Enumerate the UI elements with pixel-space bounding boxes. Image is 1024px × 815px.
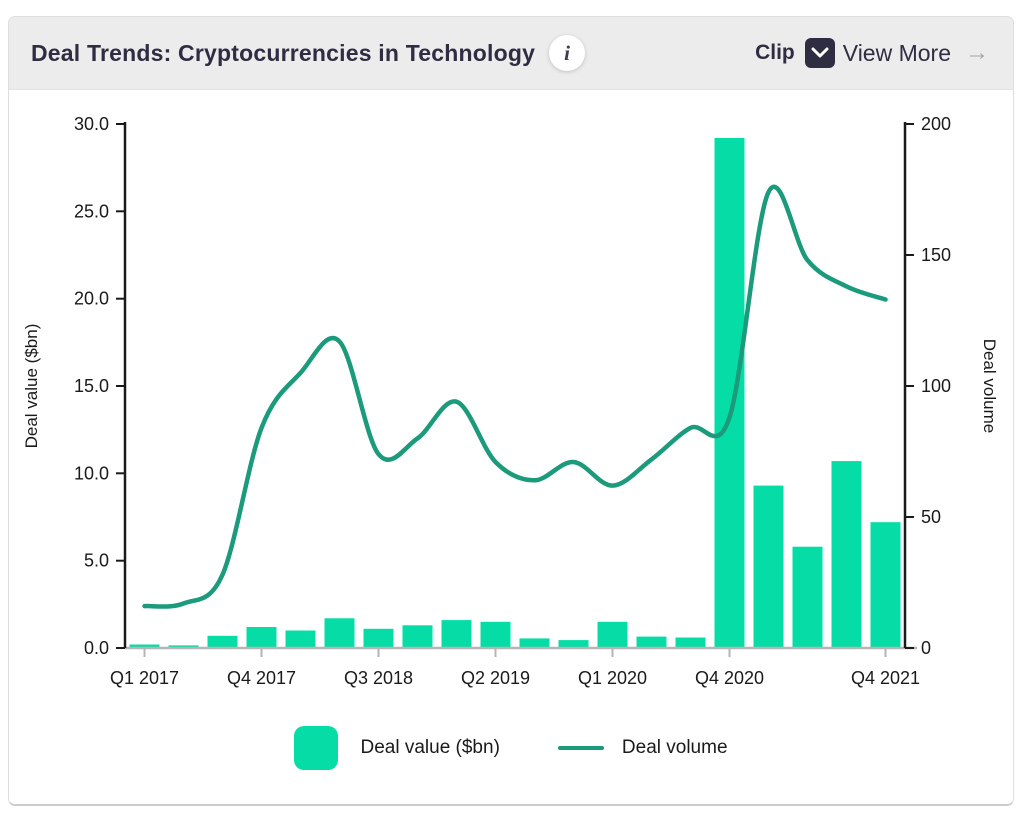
bar-q4-2019[interactable]: [558, 640, 589, 648]
bar-q2-2021[interactable]: [792, 546, 823, 648]
bar-q3-2017[interactable]: [207, 635, 238, 648]
bar-q1-2018[interactable]: [285, 630, 316, 649]
x-tick-label-q4-2020: Q4 2020: [695, 668, 764, 688]
bar-q4-2020[interactable]: [714, 138, 745, 648]
bar-q3-2021[interactable]: [831, 461, 862, 648]
x-tick-label-q3-2018: Q3 2018: [344, 668, 413, 688]
left-tick-0.0: 0.0: [84, 638, 109, 658]
left-tick-30.0: 30.0: [74, 114, 109, 134]
bar-q1-2019[interactable]: [441, 620, 472, 648]
view-more-link[interactable]: View More →: [843, 39, 989, 67]
left-axis-title: Deal value ($bn): [22, 324, 41, 449]
bar-q4-2017[interactable]: [246, 627, 277, 648]
bar-q2-2017[interactable]: [168, 645, 199, 648]
deal-volume-line-swatch: [557, 746, 604, 750]
clip-dropdown-button[interactable]: [804, 38, 835, 68]
right-axis-title: Deal volume: [980, 339, 999, 434]
x-axis: Q1 2017 Q4 2017 Q3 2018 Q2 2019 Q1 2020 Q4 20…: [110, 646, 920, 688]
chart-legend: Deal value ($bn) Deal volume: [9, 726, 1013, 770]
right-tick-200: 200: [921, 114, 951, 134]
bar-q3-2018[interactable]: [363, 628, 394, 648]
right-tick-150: 150: [921, 245, 951, 265]
chart-container: Q1 2017 Q4 2017 Q3 2018 Q2 2019 Q1 2020 Q4 20…: [9, 90, 1013, 804]
arrow-right-icon: →: [965, 39, 989, 66]
deal-volume-line[interactable]: [142, 184, 888, 609]
bars-series: [129, 138, 901, 649]
left-tick-10.0: 10.0: [74, 463, 109, 483]
bar-q3-2019[interactable]: [519, 638, 550, 648]
right-tick-0: 0: [921, 638, 931, 658]
y-axis-right: 0 50 100 150 200 Deal volume: [903, 114, 999, 658]
y-axis-left: 0.0 5.0 10.0 15.0 20.0 25.0 30.0 Deal value ($b…: [22, 114, 127, 658]
bar-q4-2018[interactable]: [402, 625, 433, 648]
bar-q2-2019[interactable]: [480, 621, 511, 648]
bar-q1-2020[interactable]: [597, 621, 628, 648]
info-icon-glyph: i: [564, 40, 570, 65]
legend-deal-volume-label: Deal volume: [621, 737, 728, 758]
chart-canvas: Q1 2017 Q4 2017 Q3 2018 Q2 2019 Q1 2020 Q4 20…: [22, 114, 999, 688]
bar-q4-2021[interactable]: [870, 522, 901, 648]
x-tick-label-q4-2017: Q4 2017: [227, 668, 296, 688]
bar-q1-2021[interactable]: [753, 485, 784, 648]
right-tick-100: 100: [921, 376, 951, 396]
x-tick-label-q4-2021: Q4 2021: [851, 668, 920, 688]
left-tick-25.0: 25.0: [74, 201, 109, 221]
bar-q3-2020[interactable]: [675, 637, 706, 649]
clip-label: Clip: [755, 41, 795, 64]
x-tick-label-q2-2019: Q2 2019: [461, 668, 530, 688]
bar-q2-2018[interactable]: [324, 618, 355, 648]
x-tick-label-q1-2017: Q1 2017: [110, 668, 179, 688]
deal-value-swatch: [294, 726, 339, 770]
legend-deal-value-label: Deal value ($bn): [360, 737, 500, 758]
x-tick-label-q1-2020: Q1 2020: [578, 668, 647, 688]
bar-q2-2020[interactable]: [636, 636, 667, 648]
left-tick-15.0: 15.0: [74, 376, 109, 396]
deal-trends-card: Deal Trends: Cryptocurrencies in Technol…: [8, 16, 1014, 806]
card-header: Deal Trends: Cryptocurrencies in Technol…: [9, 17, 1013, 90]
left-tick-5.0: 5.0: [84, 551, 109, 571]
view-more-label: View More: [842, 39, 951, 66]
left-tick-20.0: 20.0: [74, 289, 109, 309]
bar-q1-2017[interactable]: [129, 644, 160, 649]
right-tick-50: 50: [921, 507, 941, 527]
chevron-down-icon: [811, 47, 829, 58]
info-icon[interactable]: i: [549, 35, 586, 71]
card-title: Deal Trends: Cryptocurrencies in Technol…: [31, 39, 536, 66]
